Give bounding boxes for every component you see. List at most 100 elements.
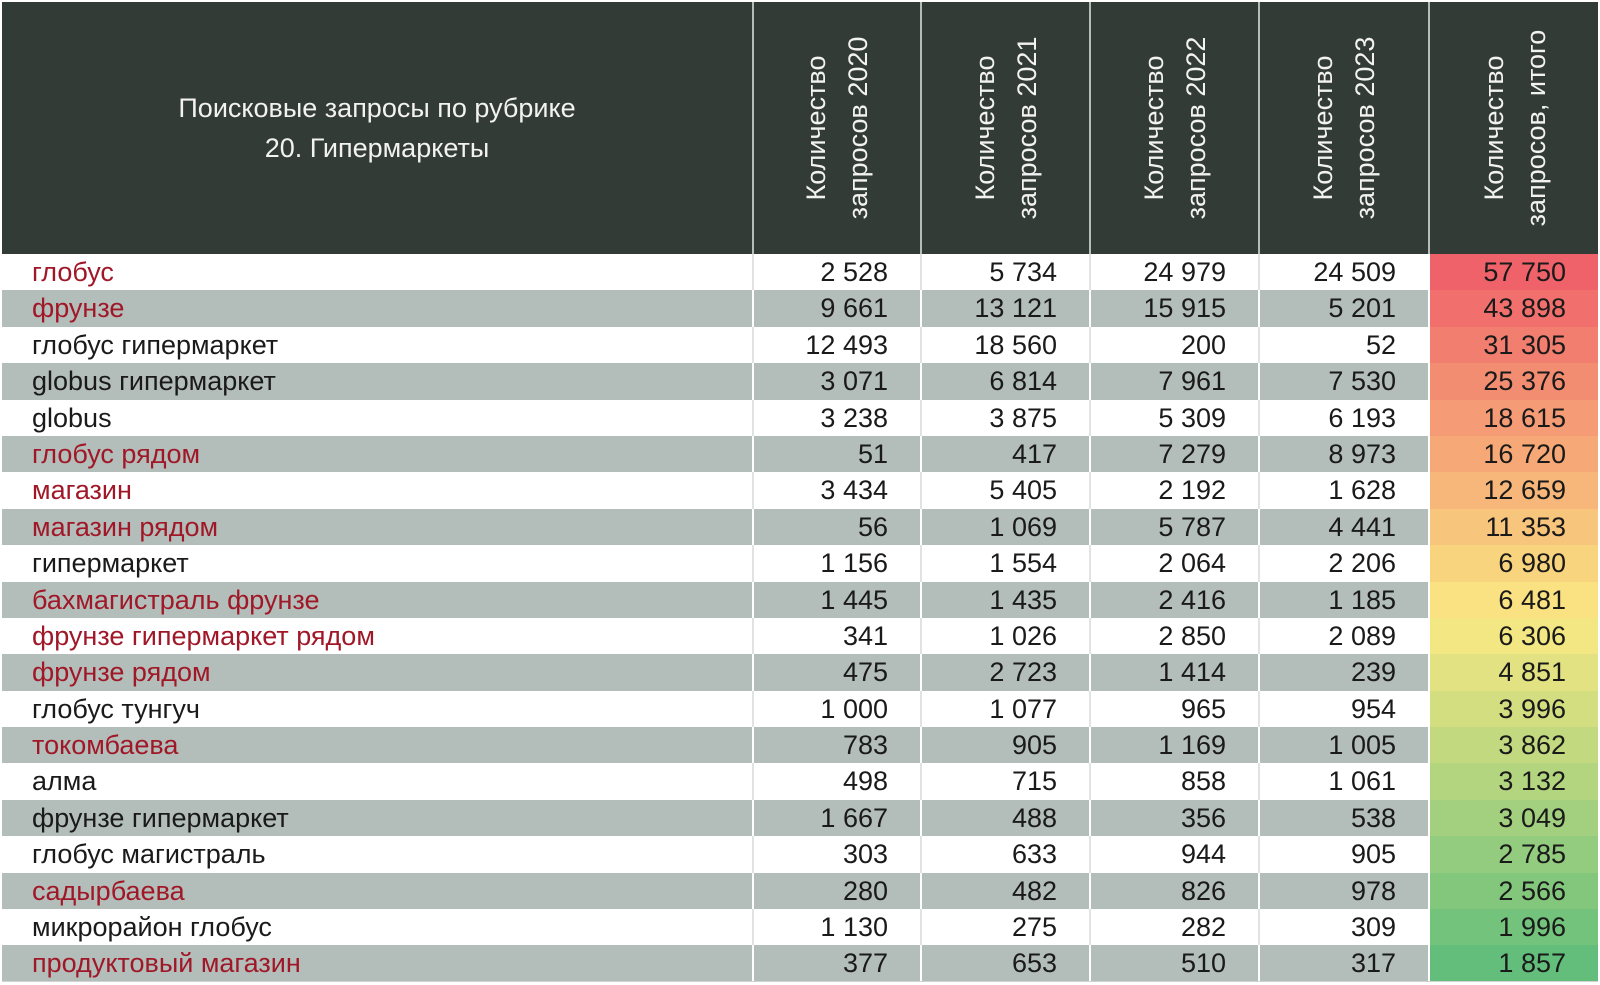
column-header-2020: Количество запросов 2020 xyxy=(752,2,920,254)
table-row: глобус 2 528 5 734 24 979 24 509 57 750 xyxy=(2,254,1598,291)
row-query-label: продуктовый магазин xyxy=(2,945,752,982)
row-query-label: фрунзе xyxy=(2,290,752,327)
column-header-2020-line2: запросов 2020 xyxy=(843,36,873,220)
row-value-2021: 275 xyxy=(920,909,1089,946)
row-value-2021: 1 435 xyxy=(920,581,1089,618)
row-value-2023: 5 201 xyxy=(1258,290,1428,327)
row-value-2020: 51 xyxy=(752,435,920,473)
table-row: фрунзе гипермаркет 1 667 488 356 538 3 049 xyxy=(2,799,1598,837)
row-value-2023: 1 185 xyxy=(1258,581,1428,618)
row-value-total: 4 851 xyxy=(1428,654,1598,691)
table-row: глобус рядом 51 417 7 279 8 973 16 720 xyxy=(2,435,1598,473)
row-value-2022: 944 xyxy=(1089,836,1258,873)
column-header-2022: Количество запросов 2022 xyxy=(1089,2,1258,254)
row-query-label: магазин xyxy=(2,472,752,509)
row-value-2022: 2 850 xyxy=(1089,617,1258,655)
row-value-2023: 905 xyxy=(1258,836,1428,873)
table-bottom-border xyxy=(2,981,1598,982)
row-value-2020: 2 528 xyxy=(752,254,920,291)
column-header-2021: Количество запросов 2021 xyxy=(920,2,1089,254)
table-title-line2: 20. Гипермаркеты xyxy=(264,133,490,163)
table-row: магазин 3 434 5 405 2 192 1 628 12 659 xyxy=(2,472,1598,509)
row-query-label: глобус магистраль xyxy=(2,836,752,873)
row-value-2023: 954 xyxy=(1258,690,1428,728)
row-query-label: globus xyxy=(2,399,752,436)
row-query-label: globus гипермаркет xyxy=(2,363,752,400)
row-value-2022: 200 xyxy=(1089,326,1258,364)
row-value-2022: 2 192 xyxy=(1089,472,1258,509)
table-title-line1: Поисковые запросы по рубрике xyxy=(178,93,576,123)
table-row: микрорайон глобус 1 130 275 282 309 1 996 xyxy=(2,909,1598,946)
row-value-2023: 538 xyxy=(1258,799,1428,837)
row-value-2022: 1 169 xyxy=(1089,727,1258,764)
row-query-label: фрунзе рядом xyxy=(2,654,752,691)
row-value-2021: 3 875 xyxy=(920,399,1089,436)
row-value-2023: 8 973 xyxy=(1258,435,1428,473)
row-value-2023: 239 xyxy=(1258,654,1428,691)
row-value-2023: 6 193 xyxy=(1258,399,1428,436)
row-value-2020: 3 238 xyxy=(752,399,920,436)
row-value-2021: 5 405 xyxy=(920,472,1089,509)
column-header-2021-line1: Количество xyxy=(969,55,1000,201)
table-row: гипермаркет 1 156 1 554 2 064 2 206 6 980 xyxy=(2,545,1598,582)
row-query-label: глобус xyxy=(2,254,752,291)
row-query-label: микрорайон глобус xyxy=(2,909,752,946)
row-value-2021: 1 077 xyxy=(920,690,1089,728)
row-value-total: 57 750 xyxy=(1428,254,1598,291)
row-value-total: 2 785 xyxy=(1428,836,1598,873)
column-header-total: Количество запросов, итого xyxy=(1428,2,1600,254)
row-value-2022: 826 xyxy=(1089,872,1258,910)
row-value-2020: 280 xyxy=(752,872,920,910)
row-value-2023: 1 061 xyxy=(1258,763,1428,800)
row-value-2022: 15 915 xyxy=(1089,290,1258,327)
row-value-2022: 5 309 xyxy=(1089,399,1258,436)
row-value-2023: 52 xyxy=(1258,326,1428,364)
table-row: магазин рядом 56 1 069 5 787 4 441 11 353 xyxy=(2,508,1598,546)
row-query-label: алма xyxy=(2,763,752,800)
row-value-2022: 858 xyxy=(1089,763,1258,800)
table-row: фрунзе 9 661 13 121 15 915 5 201 43 898 xyxy=(2,290,1598,327)
row-query-label: глобус гипермаркет xyxy=(2,326,752,364)
row-value-2023: 24 509 xyxy=(1258,254,1428,291)
row-value-2022: 24 979 xyxy=(1089,254,1258,291)
row-value-2021: 653 xyxy=(920,945,1089,982)
row-value-2020: 3 434 xyxy=(752,472,920,509)
row-value-2021: 2 723 xyxy=(920,654,1089,691)
row-value-2022: 1 414 xyxy=(1089,654,1258,691)
row-value-2020: 9 661 xyxy=(752,290,920,327)
row-query-label: магазин рядом xyxy=(2,508,752,546)
row-value-total: 1 857 xyxy=(1428,945,1598,982)
column-header-2023-line2: запросов 2023 xyxy=(1350,36,1380,220)
row-value-2020: 1 130 xyxy=(752,909,920,946)
table-row: бахмагистраль фрунзе 1 445 1 435 2 416 1 185… xyxy=(2,581,1598,618)
row-value-2021: 1 026 xyxy=(920,617,1089,655)
row-value-total: 12 659 xyxy=(1428,472,1598,509)
row-query-label: гипермаркет xyxy=(2,545,752,582)
column-header-total-line1: Количество xyxy=(1479,55,1509,201)
row-value-2020: 1 000 xyxy=(752,690,920,728)
table-row: токомбаева 783 905 1 169 1 005 3 862 xyxy=(2,727,1598,764)
table-row: globus 3 238 3 875 5 309 6 193 18 615 xyxy=(2,399,1598,436)
row-value-2022: 282 xyxy=(1089,909,1258,946)
row-value-2020: 56 xyxy=(752,508,920,546)
table-row: фрунзе рядом 475 2 723 1 414 239 4 851 xyxy=(2,654,1598,691)
row-value-2021: 18 560 xyxy=(920,326,1089,364)
row-value-2020: 341 xyxy=(752,617,920,655)
row-value-2023: 2 206 xyxy=(1258,545,1428,582)
row-value-total: 43 898 xyxy=(1428,290,1598,327)
column-header-2022-line1: Количество xyxy=(1138,55,1169,201)
row-query-label: садырбаева xyxy=(2,872,752,910)
row-value-total: 6 481 xyxy=(1428,581,1598,618)
row-value-2020: 1 667 xyxy=(752,799,920,837)
row-value-2022: 510 xyxy=(1089,945,1258,982)
row-value-2023: 7 530 xyxy=(1258,363,1428,400)
row-query-label: глобус рядом xyxy=(2,435,752,473)
row-value-total: 11 353 xyxy=(1428,508,1598,546)
table-row: садырбаева 280 482 826 978 2 566 xyxy=(2,872,1598,910)
row-value-2021: 6 814 xyxy=(920,363,1089,400)
table-title: Поисковые запросы по рубрике 20. Гиперма… xyxy=(2,2,752,254)
row-value-total: 6 306 xyxy=(1428,617,1598,655)
row-value-2020: 475 xyxy=(752,654,920,691)
row-query-label: бахмагистраль фрунзе xyxy=(2,581,752,618)
row-value-2020: 1 445 xyxy=(752,581,920,618)
